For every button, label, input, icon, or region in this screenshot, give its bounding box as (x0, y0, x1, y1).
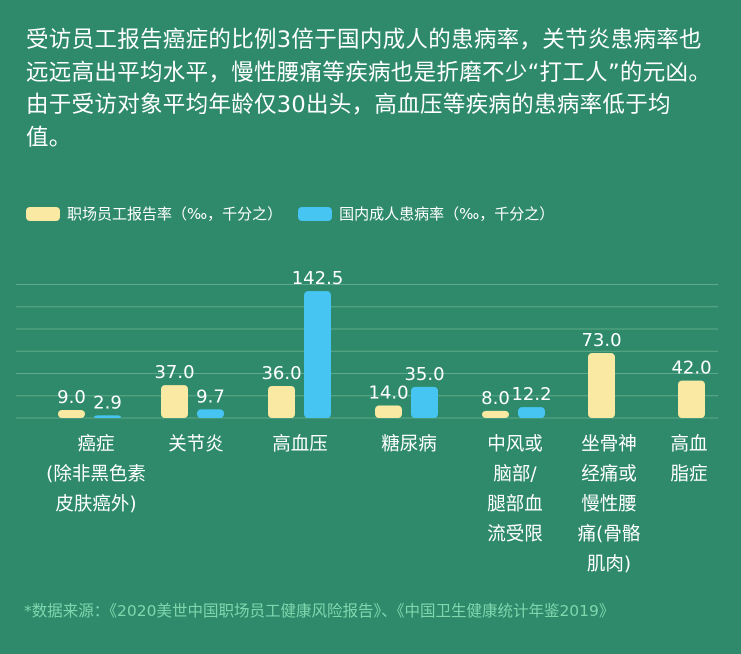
data-label-workplace: 37.0 (154, 362, 194, 383)
legend-label-workplace: 职场员工报告率（‰，千分之） (67, 205, 283, 223)
category-label: 流受限 (487, 524, 543, 545)
data-label-national: 35.0 (404, 364, 444, 385)
bar-national (518, 407, 545, 418)
bar-national (304, 291, 331, 418)
data-label-workplace: 8.0 (481, 388, 510, 409)
data-label-workplace: 14.0 (368, 383, 408, 404)
category-label: 关节炎 (168, 434, 224, 455)
category-label: 高血 (670, 434, 707, 455)
category-label: 经痛或 (581, 464, 637, 485)
data-label-workplace: 42.0 (671, 358, 711, 379)
bar-workplace (268, 385, 295, 418)
bar-national (411, 386, 438, 418)
category-label: 高血压 (272, 434, 328, 455)
intro-paragraph: 受访员工报告癌症的比例3倍于国内成人的患病率，关节炎患病率也远远高出平均水平，慢… (26, 27, 712, 151)
category-label: 痛(骨骼 (578, 524, 641, 545)
bar-workplace (58, 409, 85, 418)
data-label-national: 142.5 (292, 268, 344, 289)
bar-workplace (588, 353, 615, 418)
data-label-workplace: 9.0 (57, 387, 86, 408)
category-label: 脂症 (670, 464, 707, 485)
chart-legend: 职场员工报告率（‰，千分之） 国内成人患病率（‰，千分之） (26, 203, 570, 224)
legend-swatch-workplace (26, 206, 60, 221)
category-label: 糖尿病 (381, 434, 437, 455)
bar-workplace (375, 405, 402, 418)
bar-national (197, 409, 224, 418)
legend-item-workplace: 职场员工报告率（‰，千分之） (26, 203, 282, 224)
bar-workplace (482, 410, 509, 418)
category-label: 坐骨神 (581, 434, 637, 455)
category-label: 慢性腰 (581, 494, 637, 515)
data-label-workplace: 73.0 (581, 330, 621, 351)
bar-workplace (678, 380, 705, 418)
category-label: 脑部/ (493, 464, 537, 485)
legend-label-national: 国内成人患病率（‰，千分之） (339, 205, 555, 223)
category-label: (除非黑色素 (46, 464, 146, 485)
category-label: 肌肉) (587, 554, 631, 575)
bar-national (94, 415, 121, 418)
bar-workplace (161, 385, 188, 418)
legend-item-national: 国内成人患病率（‰，千分之） (298, 203, 554, 224)
data-label-workplace: 36.0 (261, 363, 301, 384)
data-label-national: 12.2 (511, 384, 551, 405)
source-footnote: *数据来源：《2020美世中国职场员工健康风险报告》、《中国卫生健康统计年鉴20… (24, 602, 615, 620)
legend-swatch-national (298, 206, 333, 221)
category-label: 中风或 (487, 434, 543, 455)
category-label: 皮肤癌外) (55, 494, 136, 515)
data-label-national: 9.7 (196, 386, 225, 407)
data-label-national: 2.9 (93, 392, 122, 413)
category-label: 腿部血 (487, 494, 543, 515)
category-label: 癌症 (77, 434, 114, 455)
